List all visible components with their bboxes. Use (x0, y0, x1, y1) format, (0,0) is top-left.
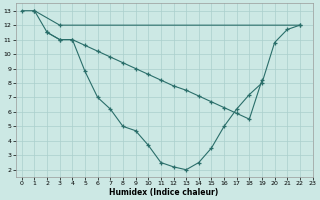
X-axis label: Humidex (Indice chaleur): Humidex (Indice chaleur) (109, 188, 219, 197)
